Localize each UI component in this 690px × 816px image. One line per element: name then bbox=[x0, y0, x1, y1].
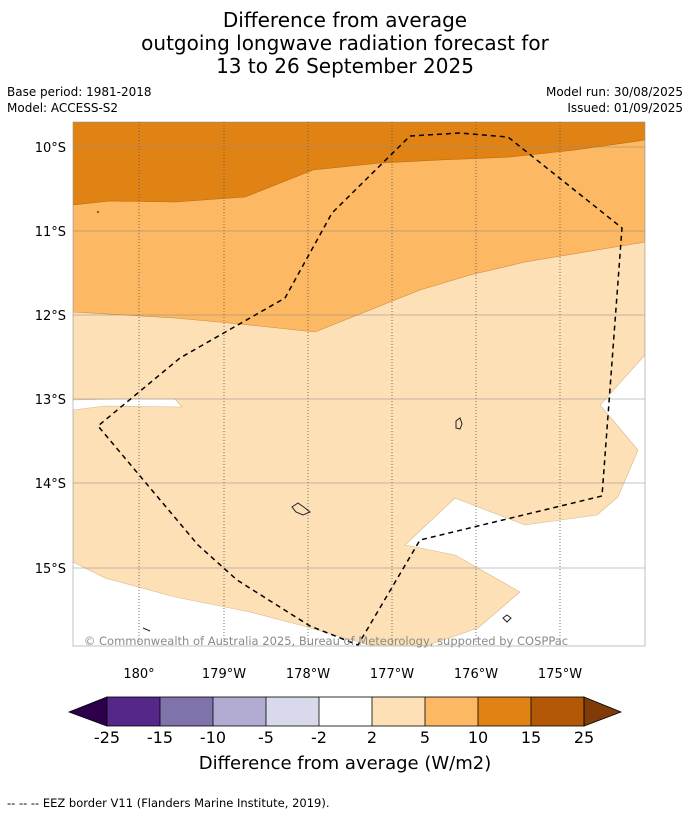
colorbar-tick-label: 15 bbox=[521, 728, 541, 747]
colorbar bbox=[67, 696, 623, 727]
lat-label: 11°S bbox=[35, 225, 66, 240]
lon-label: 178°W bbox=[286, 667, 330, 682]
island-shape bbox=[291, 502, 311, 516]
map-plot-area bbox=[73, 122, 645, 646]
model-name: Model: ACCESS-S2 bbox=[7, 101, 119, 115]
island-shape bbox=[502, 614, 512, 623]
island-shape bbox=[455, 417, 463, 430]
eez-border bbox=[96, 132, 623, 646]
colorbar-tick-label: 25 bbox=[574, 728, 594, 747]
colorbar-tick-label: -5 bbox=[258, 728, 274, 747]
colorbar-swatch bbox=[266, 697, 319, 726]
lat-label: 12°S bbox=[35, 309, 66, 324]
eez-legend-note: -- -- -- EEZ border V11 (Flanders Marine… bbox=[7, 796, 330, 810]
colorbar-tick-label: -15 bbox=[147, 728, 173, 747]
colorbar-swatch bbox=[372, 697, 425, 726]
colorbar-arrow-high bbox=[583, 696, 623, 727]
title-line-3: 13 to 26 September 2025 bbox=[216, 54, 474, 78]
colorbar-swatch bbox=[107, 697, 160, 726]
colorbar-tick-label: -2 bbox=[311, 728, 327, 747]
map-frame bbox=[72, 121, 646, 647]
colorbar-title: Difference from average (W/m2) bbox=[198, 753, 492, 774]
lat-label: 10°S bbox=[35, 141, 66, 156]
island-shape bbox=[142, 627, 151, 632]
parallel-lines bbox=[73, 146, 645, 569]
lon-label: 176°W bbox=[454, 667, 498, 682]
base-period: Base period: 1981-2018 bbox=[7, 85, 152, 99]
issued-date: Issued: 01/09/2025 bbox=[567, 101, 683, 115]
lat-label: 15°S bbox=[35, 562, 66, 577]
colorbar-swatch bbox=[319, 697, 372, 726]
colorbar-swatch bbox=[478, 697, 531, 726]
meridian-lines bbox=[138, 122, 561, 646]
lon-label: 180° bbox=[123, 667, 154, 682]
lon-label: 179°W bbox=[202, 667, 246, 682]
colorbar-tick-label: -25 bbox=[94, 728, 120, 747]
colorbar-swatch bbox=[160, 697, 213, 726]
title-line-2: outgoing longwave radiation forecast for bbox=[141, 31, 549, 55]
lat-label: 13°S bbox=[35, 393, 66, 408]
colorbar-tick-label: 2 bbox=[367, 728, 377, 747]
title-line-1: Difference from average bbox=[222, 8, 468, 32]
lat-label: 14°S bbox=[35, 477, 66, 492]
model-run: Model run: 30/08/2025 bbox=[545, 85, 683, 99]
colorbar-arrow-low bbox=[67, 696, 108, 727]
island-dot bbox=[97, 211, 99, 213]
colorbar-swatch bbox=[531, 697, 584, 726]
lon-label: 175°W bbox=[538, 667, 582, 682]
colorbar-swatch bbox=[425, 697, 478, 726]
lon-label: 177°W bbox=[370, 667, 414, 682]
anomaly-region-10-to-15 bbox=[73, 122, 645, 206]
colorbar-tick-label: 5 bbox=[420, 728, 430, 747]
colorbar-swatch bbox=[213, 697, 266, 726]
colorbar-tick-label: -10 bbox=[200, 728, 226, 747]
copyright-notice: © Commonwealth of Australia 2025, Bureau… bbox=[84, 634, 568, 648]
colorbar-tick-label: 10 bbox=[468, 728, 488, 747]
colorbar-frame bbox=[106, 696, 585, 727]
